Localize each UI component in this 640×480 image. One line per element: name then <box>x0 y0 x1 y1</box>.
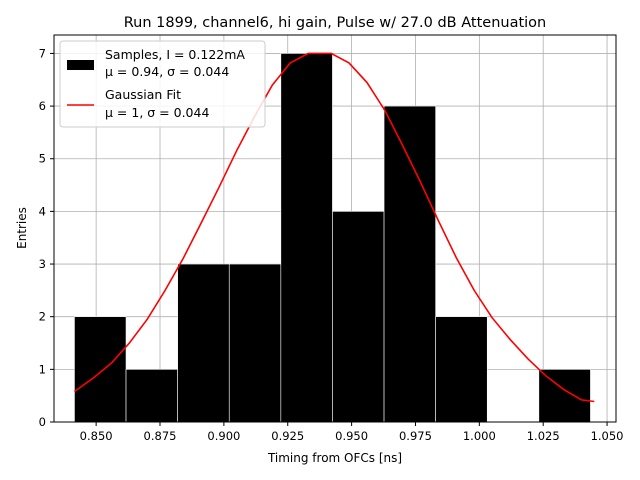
y-tick-label: 6 <box>39 99 46 113</box>
x-axis-label: Timing from OFCs [ns] <box>267 451 402 465</box>
histogram-bar <box>280 53 333 423</box>
y-tick-label: 4 <box>39 204 46 218</box>
legend-fit-label: Gaussian Fit <box>105 87 181 102</box>
y-tick-label: 1 <box>39 362 46 376</box>
x-tick-label: 0.925 <box>271 429 304 443</box>
x-tick-label: 0.950 <box>335 429 368 443</box>
legend-samples-swatch <box>67 60 94 70</box>
histogram-bar <box>228 263 282 423</box>
x-tick-label: 0.850 <box>80 429 113 443</box>
histogram-bar <box>177 263 230 423</box>
histogram-bar <box>383 105 436 423</box>
legend: Samples, I = 0.122mA μ = 0.94, σ = 0.044… <box>59 40 266 128</box>
legend-box <box>59 40 266 128</box>
x-tick-label: 0.875 <box>144 429 177 443</box>
y-tick-label: 2 <box>39 310 46 324</box>
legend-samples-label: Samples, I = 0.122mA <box>105 47 245 62</box>
legend-fit-stats: μ = 1, σ = 0.044 <box>105 105 209 120</box>
y-tick-label: 0 <box>39 415 46 429</box>
y-axis-label: Entries <box>15 207 29 249</box>
histogram-bar <box>332 211 385 423</box>
legend-samples-stats: μ = 0.94, σ = 0.044 <box>105 64 229 79</box>
y-axis-ticks: 0 1 2 3 4 5 6 7 <box>39 46 54 429</box>
x-tick-label: 1.000 <box>463 429 496 443</box>
x-tick-label: 0.900 <box>207 429 240 443</box>
y-tick-label: 7 <box>39 46 46 60</box>
gaussian-fit <box>73 52 595 403</box>
histogram-bar <box>125 369 178 423</box>
x-tick-label: 0.975 <box>399 429 432 443</box>
x-tick-label: 1.025 <box>527 429 560 443</box>
fit-curve <box>73 52 595 403</box>
chart-title: Run 1899, channel6, hi gain, Pulse w/ 27… <box>124 15 547 31</box>
y-tick-label: 5 <box>39 152 46 166</box>
plot-frame <box>53 34 617 423</box>
histogram-bar <box>435 316 488 423</box>
histogram-bar <box>74 316 127 423</box>
histogram-bars <box>74 53 591 423</box>
y-tick-label: 3 <box>39 257 46 271</box>
histogram-bar <box>538 369 591 423</box>
x-tick-label: 1.050 <box>591 429 624 443</box>
x-axis-ticks: 0.850 0.875 0.900 0.925 0.950 0.975 1.000 1.025… <box>80 422 624 443</box>
